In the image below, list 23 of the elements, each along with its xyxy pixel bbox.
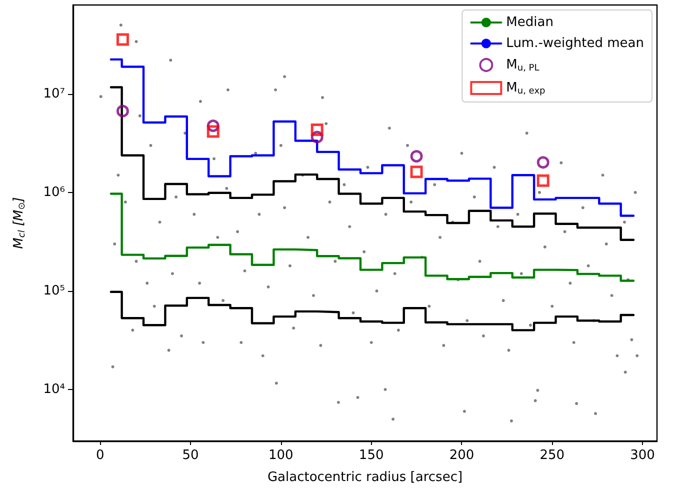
point (410, 166, 423, 178)
y-tick-label: 10⁴ (43, 382, 65, 397)
x-tick-label: 150 (358, 448, 384, 463)
y-axis-title: Mcl [M⊙] (12, 197, 28, 249)
point (536, 174, 550, 187)
y-tick-label: 10⁶ (43, 184, 65, 200)
legend-label: Lum.-weighted mean (506, 36, 644, 51)
point (536, 156, 550, 169)
legend-label: Median (506, 15, 554, 30)
point (206, 125, 220, 138)
x-tick-label: 0 (96, 448, 104, 463)
x-tick-label: 250 (540, 448, 565, 463)
x-tick-label: 100 (268, 448, 294, 463)
x-tick-label: 50 (182, 448, 199, 463)
x-tick-label: 300 (630, 448, 655, 463)
point (410, 150, 423, 163)
point (116, 104, 129, 118)
point (116, 33, 129, 46)
point (310, 124, 324, 136)
x-axis-title: Galactocentric radius [arcsec] (267, 470, 463, 485)
y-tick-label: 10⁵ (43, 283, 65, 298)
x-tick-label: 200 (449, 448, 474, 463)
y-tick-label: 10⁷ (43, 86, 65, 102)
